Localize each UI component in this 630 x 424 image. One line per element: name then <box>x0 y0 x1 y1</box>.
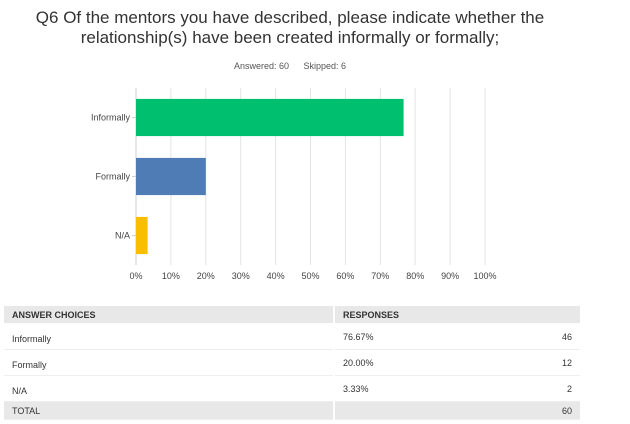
bar-n-a <box>136 216 148 255</box>
answered-count: Answered: 60 <box>233 61 289 71</box>
question-title: Q6 Of the mentors you have described, pl… <box>0 8 580 48</box>
results-table: ANSWER CHOICES RESPONSES Informally 76.6… <box>4 306 580 420</box>
category-label: Informally <box>91 113 131 123</box>
total-row: TOTAL 60 <box>4 401 580 420</box>
table-header-row: ANSWER CHOICES RESPONSES <box>4 306 580 324</box>
bar-chart: 0% 10% 20% 30% 40% 50% 60% 70% 80% 90% 100% Informa… <box>91 88 497 281</box>
answer-choice: N/A <box>4 375 334 402</box>
response-summary: Answered: 60 Skipped: 6 <box>0 61 580 71</box>
header-answer-choices: ANSWER CHOICES <box>4 306 334 324</box>
bar-informally <box>136 98 404 137</box>
table-row: Formally 20.00% 12 <box>4 349 580 376</box>
response-count: 12 <box>561 357 572 368</box>
response-percent: 20.00% <box>343 357 374 368</box>
x-tick-label: 40% <box>267 271 285 281</box>
skipped-count: Skipped: 6 <box>303 61 347 71</box>
response-percent: 76.67% <box>343 331 374 342</box>
table-row: N/A 3.33% 2 <box>4 375 580 402</box>
response-cell: 20.00% 12 <box>333 349 580 376</box>
x-tick-label: 10% <box>162 271 180 281</box>
x-tick-label: 50% <box>301 271 319 281</box>
x-tick-label: 70% <box>371 271 389 281</box>
question-title-line-1: Q6 Of the mentors you have described, pl… <box>35 8 545 27</box>
answer-choice: Informally <box>4 323 334 350</box>
response-count: 46 <box>561 331 572 342</box>
x-tick-label: 20% <box>197 271 215 281</box>
x-tick-label: 30% <box>232 271 250 281</box>
category-label: Formally <box>95 172 130 182</box>
x-tick-label: 80% <box>406 271 424 281</box>
category-label: N/A <box>115 231 130 241</box>
question-title-line-2: relationship(s) have been created inform… <box>80 28 500 47</box>
answer-choice: Formally <box>4 349 334 376</box>
x-tick-label: 0% <box>129 271 142 281</box>
bar-formally <box>136 157 206 196</box>
response-cell: 3.33% 2 <box>333 375 580 402</box>
total-label: TOTAL <box>4 401 334 420</box>
response-percent: 3.33% <box>343 383 369 394</box>
x-tick-label: 100% <box>473 271 496 281</box>
total-count: 60 <box>333 401 580 420</box>
response-count: 2 <box>566 383 572 394</box>
table-row: Informally 76.67% 46 <box>4 323 580 350</box>
x-tick-label: 90% <box>441 271 459 281</box>
x-tick-label: 60% <box>336 271 354 281</box>
response-cell: 76.67% 46 <box>333 323 580 350</box>
header-responses: RESPONSES <box>333 306 580 324</box>
